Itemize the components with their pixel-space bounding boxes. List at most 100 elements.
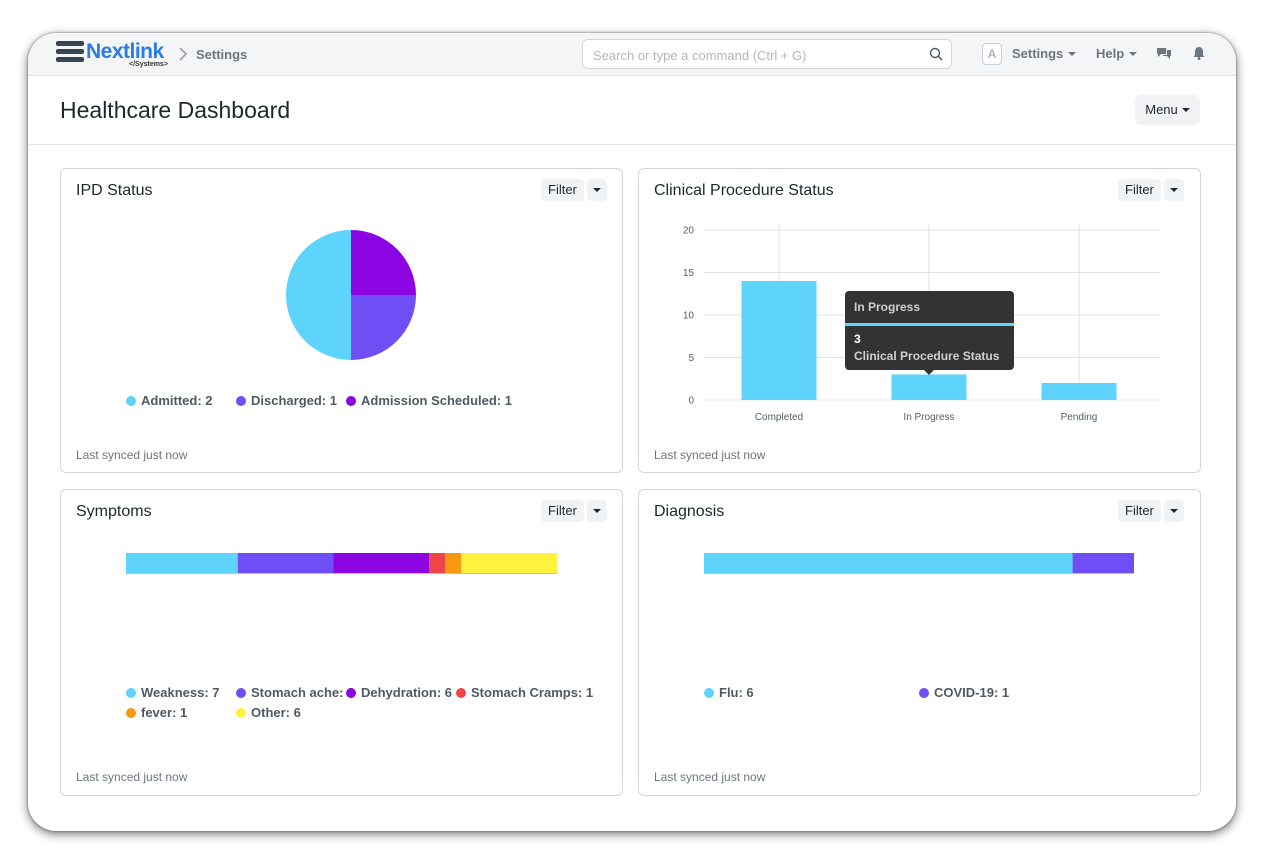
- pie-slice-admitted[interactable]: [286, 230, 351, 360]
- legend-discharged: Discharged: 1: [236, 393, 337, 408]
- filter-button[interactable]: Filter: [1118, 500, 1161, 522]
- chat-icon[interactable]: [1156, 45, 1172, 61]
- legend-label: Admitted: 2: [141, 393, 213, 408]
- caret-down-icon: [1170, 509, 1178, 513]
- help-dropdown[interactable]: Help: [1096, 46, 1138, 61]
- y-tick-label: 5: [688, 353, 694, 364]
- diagnosis-card: Diagnosis Filter Flu: 6 COVID-19: 1 Last…: [638, 489, 1201, 796]
- filter-button[interactable]: Filter: [1118, 179, 1161, 201]
- clinical-procedure-card: Clinical Procedure Status Filter 0 5 10 15 2…: [638, 168, 1201, 473]
- logo-stack-icon: [56, 41, 84, 65]
- y-tick-label: 10: [683, 311, 695, 322]
- caret-down-icon: [1181, 108, 1190, 112]
- legend-dot: [126, 688, 136, 698]
- legend-dot: [456, 688, 466, 698]
- segment-stomach-ache[interactable]: [237, 553, 334, 573]
- app-window: Nextlink </Systems> Settings A Settings …: [28, 33, 1236, 831]
- help-label: Help: [1096, 46, 1125, 61]
- last-synced-text: Last synced just now: [76, 770, 188, 784]
- legend-label: Discharged: 1: [251, 393, 337, 408]
- chart-tooltip: In Progress 3 Clinical Procedure Status: [845, 291, 1014, 375]
- legend-dot: [236, 708, 246, 718]
- segment-fever[interactable]: [445, 553, 462, 573]
- legend-other: Other: 6: [236, 705, 301, 720]
- y-tick-label: 0: [688, 396, 694, 407]
- card-dropdown-button[interactable]: [587, 179, 607, 201]
- search-icon: [929, 47, 943, 61]
- legend-label: fever: 1: [141, 705, 188, 720]
- settings-dropdown[interactable]: Settings: [1012, 46, 1077, 61]
- search-input[interactable]: [593, 46, 923, 64]
- segment-covid-19[interactable]: [1072, 553, 1134, 573]
- legend-label: Stomach ache: 6: [251, 685, 355, 700]
- symptoms-card: Symptoms Filter Weakness: 7 Stomach ache…: [60, 489, 623, 796]
- settings-label: Settings: [1012, 46, 1064, 61]
- legend-dot: [126, 396, 136, 406]
- bell-icon[interactable]: [1191, 45, 1207, 61]
- legend-dot: [236, 396, 246, 406]
- navbar: Nextlink </Systems> Settings A Settings …: [28, 33, 1236, 76]
- legend-admitted: Admitted: 2: [126, 393, 213, 408]
- ipd-status-card: IPD Status Filter Admitted: 2 Discharged…: [60, 168, 623, 473]
- filter-button[interactable]: Filter: [541, 500, 584, 522]
- segment-flu[interactable]: [704, 553, 1073, 573]
- y-tick-label: 20: [683, 226, 695, 237]
- legend-label: Flu: 6: [719, 685, 754, 700]
- legend-label: Admission Scheduled: 1: [361, 393, 512, 408]
- legend-admission-scheduled: Admission Scheduled: 1: [346, 393, 512, 408]
- tooltip-arrow: [924, 370, 934, 375]
- filter-button[interactable]: Filter: [541, 179, 584, 201]
- legend-dot: [346, 688, 356, 698]
- card-title: IPD Status: [76, 182, 153, 199]
- legend-label: Weakness: 7: [141, 685, 220, 700]
- card-dropdown-button[interactable]: [587, 500, 607, 522]
- legend-fever: fever: 1: [126, 705, 187, 720]
- card-title: Symptoms: [76, 503, 152, 520]
- caret-down-icon: [593, 188, 601, 192]
- legend-dot: [919, 688, 929, 698]
- caret-down-icon: [1068, 52, 1077, 56]
- segment-dehydration[interactable]: [333, 553, 430, 573]
- legend-dehydration: Dehydration: 6: [346, 685, 452, 700]
- card-title: Clinical Procedure Status: [654, 182, 834, 199]
- tooltip-value: 3: [854, 332, 861, 346]
- legend-covid-19: COVID-19: 1: [919, 685, 1009, 700]
- legend-label: COVID-19: 1: [934, 685, 1010, 700]
- x-tick-label: Completed: [755, 412, 803, 423]
- segment-weakness[interactable]: [126, 553, 238, 573]
- page-title: Healthcare Dashboard: [60, 97, 291, 123]
- pie-slice-admission-scheduled[interactable]: [351, 230, 416, 295]
- logo-text: Nextlink: [86, 40, 164, 63]
- last-synced-text: Last synced just now: [76, 448, 188, 462]
- breadcrumb-settings[interactable]: Settings: [196, 47, 248, 62]
- bar-completed[interactable]: [741, 281, 817, 400]
- card-dropdown-button[interactable]: [1164, 500, 1184, 522]
- legend-dot: [236, 688, 246, 698]
- segment-stomach-cramps[interactable]: [429, 553, 446, 573]
- caret-down-icon: [1170, 188, 1178, 192]
- logo-subtext: </Systems>: [129, 61, 168, 68]
- diagnosis-stacked-bar: [704, 553, 1134, 574]
- menu-button[interactable]: Menu: [1135, 95, 1200, 125]
- tooltip-color-bar: [845, 323, 1014, 326]
- avatar[interactable]: A: [982, 43, 1002, 65]
- pie-slice-discharged[interactable]: [351, 295, 416, 360]
- last-synced-text: Last synced just now: [654, 770, 766, 784]
- card-title: Diagnosis: [654, 503, 725, 520]
- card-dropdown-button[interactable]: [1164, 179, 1184, 201]
- bar-in-progress[interactable]: [891, 374, 967, 401]
- segment-other[interactable]: [461, 553, 557, 573]
- logo[interactable]: Nextlink </Systems>: [56, 39, 176, 69]
- search-box[interactable]: [582, 39, 952, 69]
- tooltip-label: Clinical Procedure Status: [854, 349, 1000, 363]
- caret-down-icon: [1129, 52, 1138, 56]
- tooltip-title: In Progress: [854, 300, 921, 314]
- bar-pending[interactable]: [1041, 383, 1117, 400]
- legend-dot: [704, 688, 714, 698]
- legend-dot: [126, 708, 136, 718]
- legend-label: Dehydration: 6: [361, 685, 453, 700]
- legend-label: Stomach Cramps: 1: [471, 685, 594, 700]
- legend-label: Other: 6: [251, 705, 301, 720]
- legend-weakness: Weakness: 7: [126, 685, 220, 700]
- page-head: Healthcare Dashboard Menu: [28, 76, 1236, 145]
